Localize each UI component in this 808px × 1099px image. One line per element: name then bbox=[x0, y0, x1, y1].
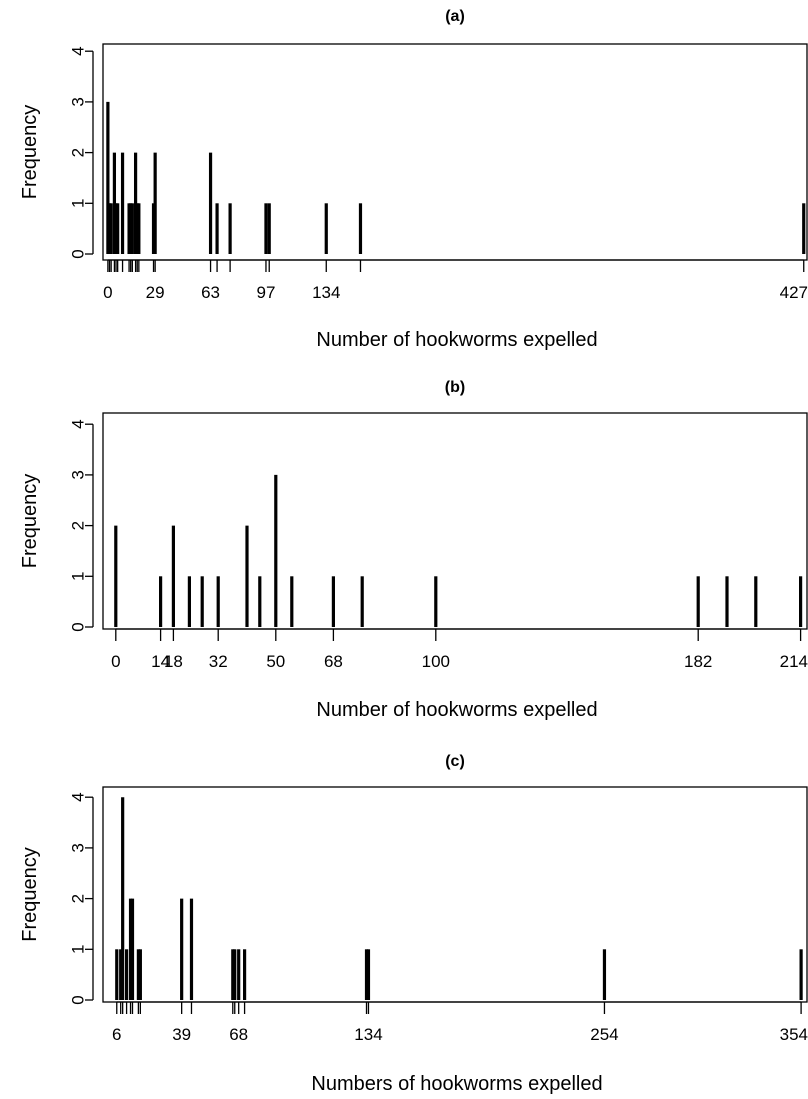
plot-frame bbox=[102, 43, 808, 261]
y-tick-label: 3 bbox=[69, 843, 88, 852]
x-axis-label: Number of hookworms expelled bbox=[316, 329, 597, 351]
chart-title: (a) bbox=[445, 8, 465, 25]
y-tick-label: 1 bbox=[69, 199, 88, 208]
y-tick-label: 2 bbox=[69, 148, 88, 157]
x-tick-label: 0 bbox=[103, 283, 112, 302]
y-axis-label: Frequency bbox=[19, 847, 41, 942]
x-tick-label: 354 bbox=[780, 1025, 808, 1044]
plot-frame bbox=[102, 786, 808, 1003]
y-axis-label: Frequency bbox=[19, 105, 41, 200]
y-tick-label: 4 bbox=[69, 419, 88, 428]
x-tick-label: 134 bbox=[354, 1025, 382, 1044]
x-tick-label: 182 bbox=[684, 652, 712, 671]
chart-panel-1: (a) 0 1 2 3 4 Frequency 0 29 63 97 134 427 Number of … bbox=[19, 8, 808, 351]
y-tick-label: 3 bbox=[69, 97, 88, 106]
y-tick-label: 2 bbox=[69, 521, 88, 530]
y-tick-label: 4 bbox=[69, 792, 88, 801]
x-tick-label: 100 bbox=[422, 652, 450, 671]
x-tick-label: 68 bbox=[229, 1025, 248, 1044]
chart-panel-3: (c) 0 1 2 3 4 Frequency 6 39 68 134 254 354 Numbers o… bbox=[19, 753, 808, 1095]
y-tick-label: 2 bbox=[69, 894, 88, 903]
x-tick-label: 254 bbox=[590, 1025, 618, 1044]
x-tick-label: 50 bbox=[266, 652, 285, 671]
y-tick-label: 0 bbox=[69, 249, 88, 258]
x-tick-label: 6 bbox=[112, 1025, 121, 1044]
y-tick-label: 1 bbox=[69, 945, 88, 954]
y-tick-label: 3 bbox=[69, 470, 88, 479]
x-tick-label: 214 bbox=[780, 652, 808, 671]
y-tick-label: 1 bbox=[69, 572, 88, 581]
x-tick-label: 39 bbox=[172, 1025, 191, 1044]
x-tick-label: 134 bbox=[312, 283, 340, 302]
x-tick-label: 29 bbox=[146, 283, 165, 302]
y-axis-label: Frequency bbox=[19, 474, 41, 569]
x-tick-label: 18 bbox=[164, 652, 183, 671]
x-tick-label: 63 bbox=[201, 283, 220, 302]
y-tick-label: 0 bbox=[69, 622, 88, 631]
x-tick-label: 97 bbox=[257, 283, 276, 302]
x-axis-label: Numbers of hookworms expelled bbox=[311, 1073, 602, 1095]
plot-frame bbox=[102, 412, 808, 630]
x-tick-label: 68 bbox=[324, 652, 343, 671]
x-tick-label: 427 bbox=[780, 283, 808, 302]
y-tick-label: 4 bbox=[69, 46, 88, 55]
chart-title: (c) bbox=[445, 753, 465, 770]
x-tick-label: 0 bbox=[111, 652, 120, 671]
x-tick-label: 32 bbox=[209, 652, 228, 671]
x-axis-label: Number of hookworms expelled bbox=[316, 699, 597, 721]
chart-title: (b) bbox=[445, 379, 465, 396]
x-tick-label: 14 bbox=[151, 652, 170, 671]
y-tick-label: 0 bbox=[69, 995, 88, 1004]
